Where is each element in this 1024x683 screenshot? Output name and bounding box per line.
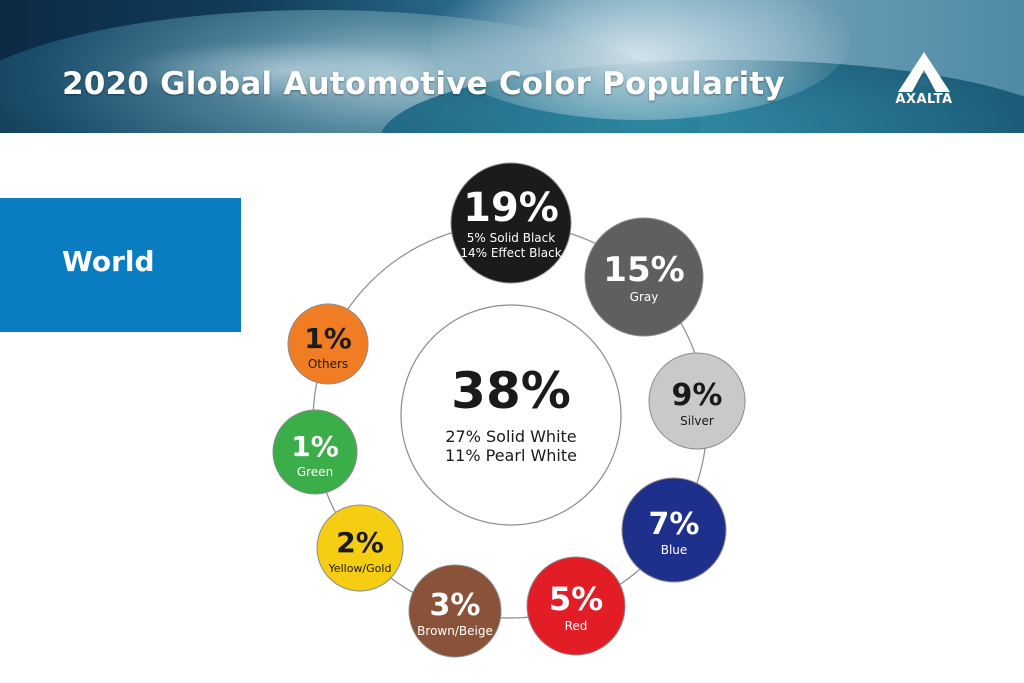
slice-label: Gray [630, 290, 659, 304]
logo-text: AXALTA [895, 92, 953, 107]
page-title: 2020 Global Automotive Color Popularity [62, 66, 785, 102]
slice-6: 3%Brown/Beige [408, 564, 502, 658]
slice-label: Yellow/Gold [328, 562, 392, 575]
slice-label: Green [297, 465, 333, 479]
slice-value: 2% [336, 526, 384, 559]
center-value: 38% [451, 362, 571, 420]
wave-foam [120, 40, 460, 100]
slice-label: Others [308, 357, 348, 371]
slice-3: 9%Silver [648, 352, 746, 450]
center-detail-2: 11% Pearl White [445, 446, 577, 465]
slice-label: Blue [661, 543, 688, 557]
region-box: World [0, 198, 241, 332]
center-circle [400, 304, 622, 526]
slice-4: 7%Blue [621, 477, 727, 583]
slice-value: 7% [649, 507, 700, 542]
silver-circle-icon [648, 352, 746, 450]
axalta-logo: AXALTA [884, 50, 964, 108]
slice-value: 19% [463, 185, 559, 231]
slice-label: Silver [680, 414, 714, 428]
slice-label: Red [565, 619, 588, 633]
slice-7: 2% Yellow/Gold [316, 504, 404, 592]
header-banner: 2020 Global Automotive Color Popularity … [0, 0, 1024, 133]
orange-circle-icon [287, 303, 369, 385]
slice-value: 1% [291, 430, 339, 463]
region-label: World [62, 245, 155, 278]
blue-circle-icon [621, 477, 727, 583]
slice-label: 14% Effect Black [460, 246, 561, 260]
brown-circle-icon [408, 564, 502, 658]
red-circle-icon [526, 556, 626, 656]
gray-circle-icon [584, 217, 704, 337]
slice-2: 15%Gray [584, 217, 704, 337]
slice-9: 1% Others [287, 303, 369, 385]
axalta-logo-icon [898, 52, 950, 92]
green-circle-icon [272, 409, 358, 495]
black-circle-icon [450, 162, 572, 284]
slice-value: 3% [430, 588, 481, 623]
yellow-circle-icon [316, 504, 404, 592]
slice-8: 1% Green [272, 409, 358, 495]
slice-value: 15% [603, 250, 684, 290]
slice-5: 5%Red [526, 556, 626, 656]
center-detail-1: 27% Solid White [445, 427, 576, 446]
slice-value: 9% [672, 378, 723, 413]
slice-value: 5% [549, 580, 603, 618]
slice-label: 5% Solid Black [467, 231, 555, 245]
slice-value: 1% [304, 322, 352, 355]
slice-label: Brown/Beige [417, 624, 493, 638]
